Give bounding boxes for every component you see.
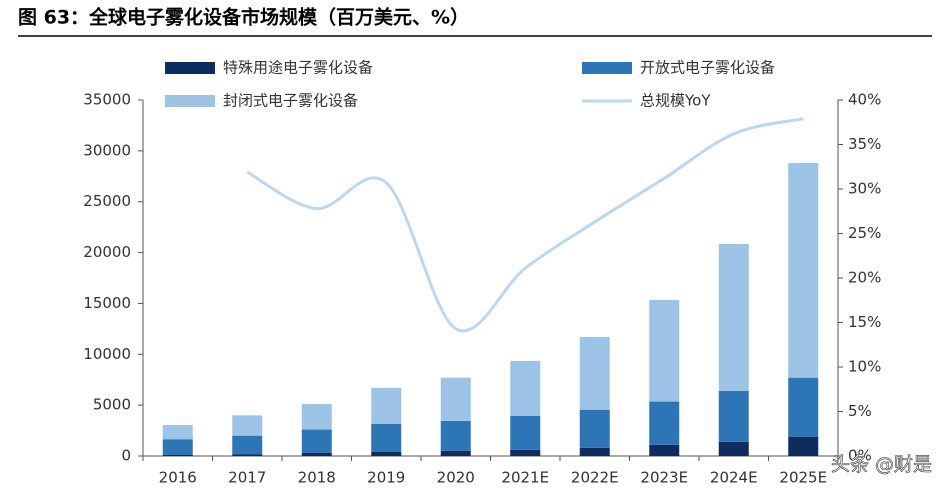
bar-segment: [788, 436, 819, 456]
bar-segment: [440, 377, 471, 421]
bar-segment: [440, 450, 471, 456]
bar-segment: [371, 387, 402, 424]
bar-segment: [579, 409, 610, 448]
bar-segment: [510, 360, 541, 416]
bar-segment: [232, 415, 263, 436]
watermark: 头条 @财是: [831, 454, 932, 476]
bar-segment: [510, 449, 541, 456]
bar-segment: [301, 429, 332, 453]
y2-tick-label: 15%: [848, 313, 881, 331]
y-tick-label: 0: [121, 447, 131, 465]
bar-segment: [301, 452, 332, 456]
bar-segment: [788, 377, 819, 437]
y-tick-label: 20000: [83, 243, 131, 261]
bar-segment: [371, 451, 402, 456]
bar-segment: [162, 439, 193, 455]
chart-title: 图 63：全球电子雾化设备市场规模（百万美元、%）: [18, 6, 469, 29]
bar-segment: [649, 444, 680, 456]
bar-segment: [371, 423, 402, 452]
bar-segment: [232, 454, 263, 456]
x-tick-label: 2021E: [501, 469, 549, 487]
x-tick-label: 2022E: [571, 469, 619, 487]
bar-segment: [718, 441, 749, 456]
x-tick-label: 2024E: [710, 469, 758, 487]
x-tick-label: 2017: [228, 469, 266, 487]
y-tick-label: 35000: [83, 91, 131, 109]
y2-tick-label: 20%: [848, 269, 881, 287]
x-tick-label: 2020: [437, 469, 475, 487]
x-tick-label: 2019: [367, 469, 405, 487]
y-tick-label: 30000: [83, 141, 131, 159]
legend-label: 总规模YoY: [640, 92, 711, 110]
y-tick-label: 10000: [83, 345, 131, 363]
x-tick-label: 2023E: [640, 469, 688, 487]
y2-tick-label: 30%: [848, 180, 881, 198]
bar-segment: [232, 435, 263, 455]
y-tick-label: 25000: [83, 192, 131, 210]
bar-segment: [579, 447, 610, 456]
bar-segment: [162, 424, 193, 440]
bar-segment: [510, 415, 541, 450]
x-tick-label: 2025E: [779, 469, 827, 487]
bar-segment: [649, 299, 680, 402]
y2-tick-label: 25%: [848, 224, 881, 242]
bar-segment: [440, 420, 471, 451]
bar-segment: [649, 401, 680, 445]
bar-segment: [718, 243, 749, 391]
bar-segment: [301, 404, 332, 430]
bar-segment: [788, 163, 819, 378]
legend-swatch: [165, 95, 215, 107]
y2-tick-label: 35%: [848, 135, 881, 153]
y2-tick-label: 10%: [848, 358, 881, 376]
bar-segment: [579, 336, 610, 410]
legend-swatch: [165, 62, 215, 74]
y2-tick-label: 0%: [848, 447, 872, 465]
y-tick-label: 5000: [93, 396, 131, 414]
bar-segment: [718, 390, 749, 442]
x-tick-label: 2018: [298, 469, 336, 487]
yoy-line: [246, 117, 804, 333]
legend-swatch: [582, 62, 632, 74]
y2-tick-label: 5%: [848, 402, 872, 420]
y-tick-label: 15000: [83, 294, 131, 312]
bar-segment: [162, 454, 193, 456]
legend-label: 特殊用途电子雾化设备: [223, 59, 373, 77]
legend-label: 封闭式电子雾化设备: [223, 92, 358, 110]
y2-tick-label: 40%: [848, 91, 881, 109]
legend-label: 开放式电子雾化设备: [640, 59, 775, 77]
x-tick-label: 2016: [159, 469, 197, 487]
